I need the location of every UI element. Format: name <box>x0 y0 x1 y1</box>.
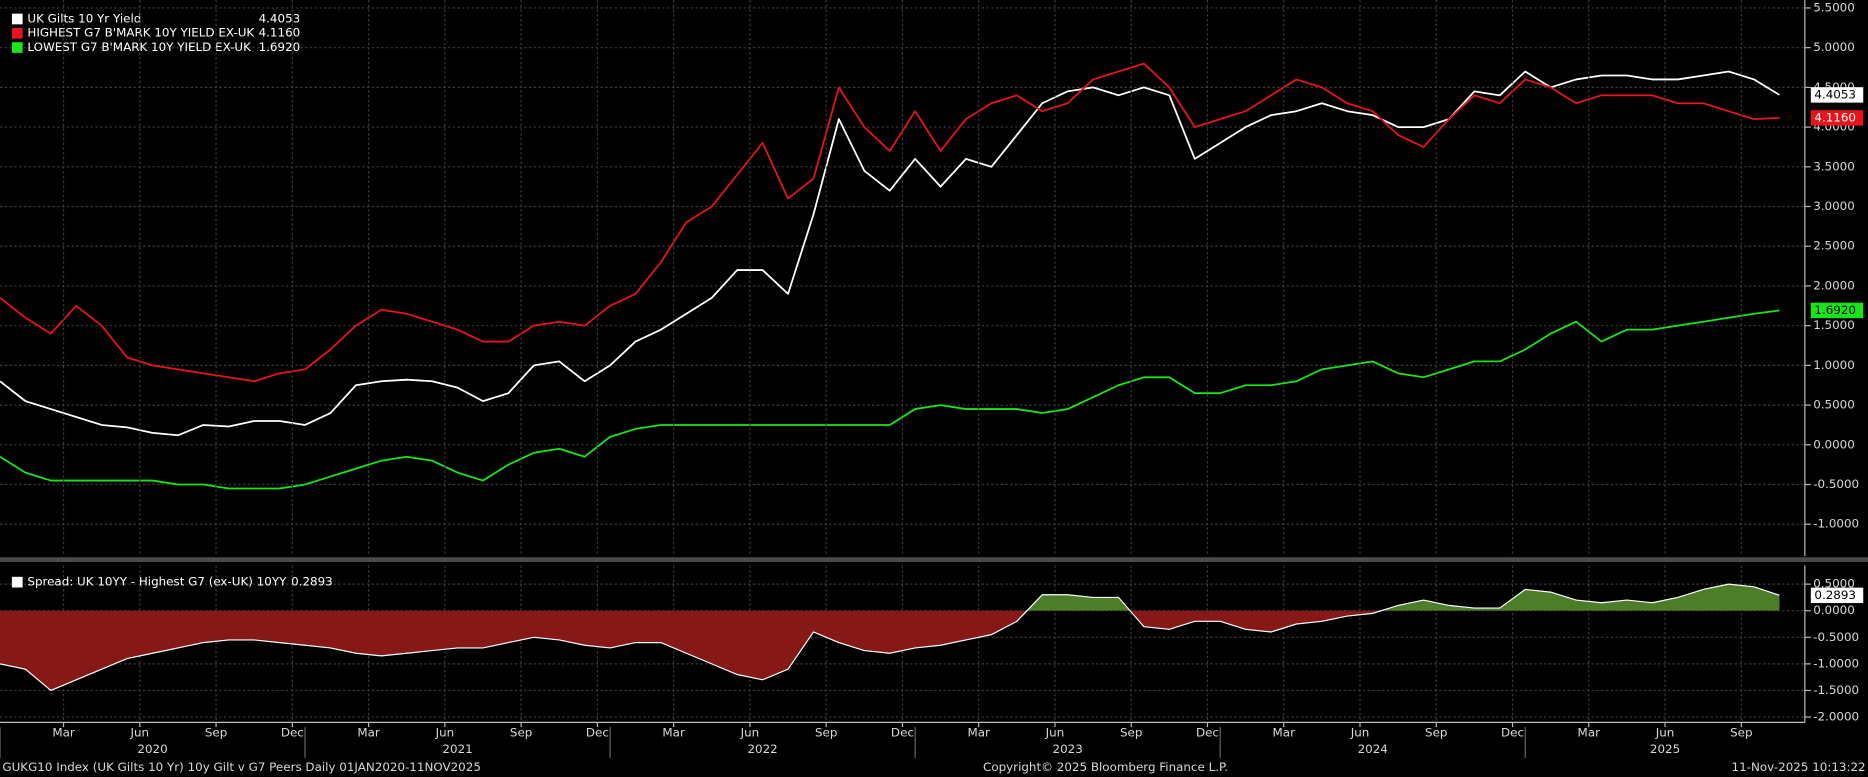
last-value-label: 4.4053 <box>1814 87 1856 101</box>
y-tick-label: 5.0000 <box>1813 40 1855 54</box>
x-tick-label: Mar <box>357 726 380 740</box>
x-tick-label: Jun <box>130 726 150 740</box>
x-tick-label: Jun <box>1655 726 1675 740</box>
area-positive <box>1026 584 1780 611</box>
panel-divider <box>0 557 1868 562</box>
y-tick-label: 0.0000 <box>1813 603 1855 617</box>
legend-swatch <box>11 13 23 25</box>
legend-label: Spread: UK 10YY - Highest G7 (ex-UK) 10Y… <box>27 575 287 589</box>
legend-label: UK Gilts 10 Yr Yield <box>27 12 141 26</box>
year-label: 2025 <box>1650 742 1680 756</box>
legend-value: 4.4053 <box>259 12 301 26</box>
y-tick-label: 1.5000 <box>1813 318 1855 332</box>
x-tick-label: Mar <box>52 726 75 740</box>
area-negative <box>0 610 1780 691</box>
y-tick-label: -0.5000 <box>1813 477 1859 491</box>
x-tick-label: Dec <box>586 726 609 740</box>
x-tick-label: Mar <box>662 726 685 740</box>
x-tick-label: Dec <box>1196 726 1219 740</box>
last-value-box <box>1810 587 1864 604</box>
legend-label: HIGHEST G7 B'MARK 10Y YIELD EX-UK <box>27 26 255 40</box>
legend-value: 0.2893 <box>291 575 333 589</box>
y-tick-label: -2.0000 <box>1813 710 1859 724</box>
legend-label: LOWEST G7 B'MARK 10Y YIELD EX-UK <box>27 40 252 54</box>
last-value-box <box>1810 110 1864 126</box>
y-tick-label: 3.0000 <box>1813 199 1855 213</box>
year-label: 2020 <box>137 742 167 756</box>
legend-swatch <box>11 576 23 588</box>
y-tick-label: 2.5000 <box>1813 239 1855 253</box>
series-line <box>0 62 1780 383</box>
y-tick-label: -1.0000 <box>1813 656 1859 670</box>
y-tick-label: -1.5000 <box>1813 683 1859 697</box>
x-tick-label: Mar <box>967 726 990 740</box>
y-tick-label: 2.0000 <box>1813 278 1855 292</box>
last-value-label: 4.1160 <box>1814 110 1856 124</box>
x-tick-label: Sep <box>205 726 227 740</box>
legend-value: 1.6920 <box>259 40 301 54</box>
series-line <box>0 309 1780 490</box>
y-tick-label: 0.5000 <box>1813 398 1855 412</box>
x-tick-label: Sep <box>815 726 837 740</box>
x-tick-label: Jun <box>1350 726 1370 740</box>
footer-left: GUKG10 Index (UK Gilts 10 Yr) 10y Gilt v… <box>2 760 481 774</box>
series-line <box>0 583 1780 692</box>
legend-swatch <box>11 42 23 53</box>
year-label: 2023 <box>1053 742 1083 756</box>
series-line <box>0 70 1780 437</box>
y-tick-label: 5.5000 <box>1813 0 1855 14</box>
x-tick-label: Mar <box>1578 726 1601 740</box>
y-tick-label: 3.5000 <box>1813 159 1855 173</box>
x-tick-label: Jun <box>740 726 760 740</box>
y-tick-label: -1.0000 <box>1813 517 1859 531</box>
y-tick-label: 1.0000 <box>1813 358 1855 372</box>
x-tick-label: Dec <box>1501 726 1524 740</box>
last-value-label: 1.6920 <box>1814 303 1856 317</box>
x-tick-label: Mar <box>1273 726 1296 740</box>
x-tick-label: Jun <box>435 726 455 740</box>
x-tick-label: Sep <box>1730 726 1752 740</box>
x-tick-label: Dec <box>281 726 304 740</box>
legend-swatch <box>11 27 23 39</box>
footer-center: Copyright© 2025 Bloomberg Finance L.P. <box>983 760 1228 774</box>
footer-right: 11-Nov-2025 10:13:22 <box>1732 760 1866 774</box>
x-tick-label: Sep <box>1120 726 1142 740</box>
x-tick-label: Sep <box>1425 726 1447 740</box>
last-value-label: 0.2893 <box>1814 588 1856 602</box>
year-label: 2022 <box>747 742 777 756</box>
year-label: 2024 <box>1358 742 1388 756</box>
last-value-box <box>1810 87 1864 103</box>
x-tick-label: Jun <box>1045 726 1065 740</box>
y-tick-label: 0.5000 <box>1813 577 1855 591</box>
y-tick-label: 0.0000 <box>1813 437 1855 451</box>
legend-value: 4.1160 <box>259 26 301 40</box>
x-tick-label: Dec <box>891 726 914 740</box>
last-value-box <box>1810 302 1864 319</box>
y-tick-label: -0.5000 <box>1813 630 1859 644</box>
year-label: 2021 <box>442 742 472 756</box>
x-tick-label: Sep <box>510 726 532 740</box>
